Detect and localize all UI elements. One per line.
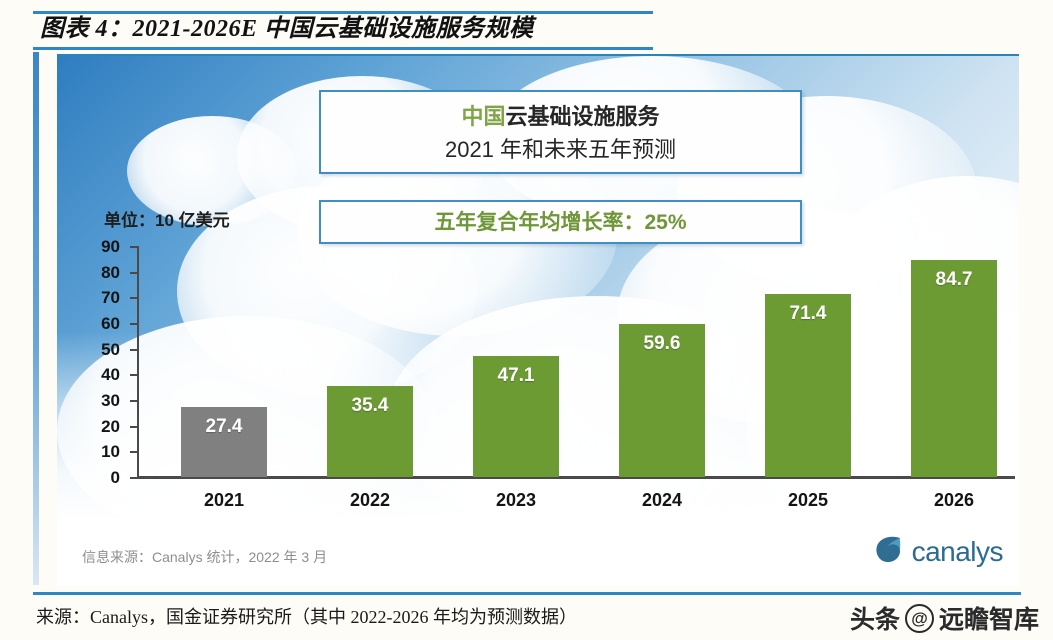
y-axis-tick-label: 30 [101, 391, 120, 410]
y-axis-tick: 60 [101, 314, 138, 333]
y-axis-tick: 80 [101, 263, 138, 282]
chart-headline-line-1: 中国云基础设施服务 [321, 100, 800, 134]
bar-value-label: 84.7 [935, 268, 973, 290]
y-axis-tick-label: 90 [101, 237, 120, 256]
watermark: 头条 @ 远瞻智库 [850, 600, 1039, 636]
at-symbol-icon: @ [904, 603, 934, 633]
y-axis-tick: 10 [101, 442, 138, 461]
x-axis-label-2024: 2024 [641, 490, 683, 510]
chart-headline-box: 中国云基础设施服务 2021 年和未来五年预测 [319, 90, 802, 174]
x-axis-label-2023: 2023 [495, 490, 537, 510]
bar-slot: 84.7 [881, 246, 1019, 477]
bar-2026[interactable]: 84.7 [911, 259, 997, 477]
page-title: 图表 4：2021-2026E 中国云基础设施服务规模 [40, 16, 534, 42]
chart-source-note: 信息来源：Canalys 统计，2022 年 3 月 [82, 549, 328, 565]
cagr-label: 五年复合年均增长率：25% [434, 211, 687, 234]
x-axis-label-2026: 2026 [933, 490, 975, 510]
watermark-brand: 头条 [849, 606, 900, 634]
title-rule-bottom [33, 47, 653, 50]
chart-headline-highlight: 中国 [461, 104, 506, 129]
bar-slot: 47.1 [443, 246, 589, 477]
y-axis-line [137, 246, 139, 478]
bar-value-label: 59.6 [643, 333, 681, 355]
y-axis-tick-label: 60 [101, 314, 120, 333]
canalys-swirl-icon [874, 534, 906, 569]
bar-2023[interactable]: 47.1 [473, 356, 559, 477]
x-axis-label-2025: 2025 [787, 490, 829, 510]
y-axis-tick-label: 10 [101, 442, 120, 462]
y-axis-tick: 90 [101, 237, 138, 256]
left-accent-bar [33, 52, 39, 585]
chart-headline-line-2: 2021 年和未来五年预测 [444, 137, 677, 162]
y-axis-tick-label: 20 [101, 416, 120, 436]
canalys-logo-text: canalys [911, 535, 1004, 567]
x-axis-label-2021: 2021 [203, 490, 245, 510]
bar-2021[interactable]: 27.4 [181, 406, 267, 477]
bar-2022[interactable]: 35.4 [327, 386, 413, 477]
cagr-box: 五年复合年均增长率：25% [319, 200, 802, 244]
bar-value-label: 71.4 [789, 302, 827, 324]
bar-value-label: 27.4 [205, 415, 243, 437]
bar-slot: 71.4 [735, 246, 881, 477]
y-axis-tick: 50 [101, 340, 138, 359]
chart-canvas: 中国云基础设施服务 2021 年和未来五年预测 五年复合年均增长率：25% 单位… [57, 54, 1019, 586]
y-axis-tick: 0 [111, 468, 138, 487]
bar-value-label: 35.4 [351, 395, 389, 417]
y-axis-tick-label: 40 [101, 365, 120, 385]
y-axis-tick-label: 80 [101, 262, 120, 282]
x-axis-label-2022: 2022 [349, 490, 391, 510]
unit-label: 单位：10 亿美元 [104, 211, 230, 230]
y-axis-tick-label: 0 [110, 468, 120, 487]
watermark-account: 远瞻智库 [938, 606, 1039, 634]
figure-source: 来源：Canalys，国金证券研究所（其中 2022-2026 年均为预测数据） [36, 607, 577, 627]
bar-slot: 27.4 [151, 246, 297, 477]
title-rule-top [33, 11, 653, 14]
y-axis-tick: 70 [101, 288, 138, 307]
bar-value-label: 47.1 [497, 365, 535, 387]
bar-slot: 59.6 [589, 246, 735, 477]
canalys-logo: canalys [874, 534, 1004, 569]
y-axis-tick: 20 [101, 417, 138, 436]
bar-series: 27.4 35.4 47.1 59.6 71.4 84.7 [139, 246, 1015, 477]
y-axis-tick-label: 70 [101, 288, 120, 308]
y-axis-tick: 40 [101, 365, 138, 384]
bar-2025[interactable]: 71.4 [765, 293, 851, 477]
y-axis-tick: 30 [101, 391, 138, 410]
bottom-rule [33, 592, 1021, 595]
bar-2024[interactable]: 59.6 [619, 324, 705, 477]
bar-slot: 35.4 [297, 246, 443, 477]
chart-headline-rest: 云基础设施服务 [505, 104, 660, 129]
x-axis-line [137, 476, 1015, 479]
y-axis-tick-label: 50 [101, 339, 120, 359]
plot-area: 90 80 70 60 50 40 30 20 10 0 27.4 35.4 47.1 59.6 71.4… [101, 237, 1017, 529]
